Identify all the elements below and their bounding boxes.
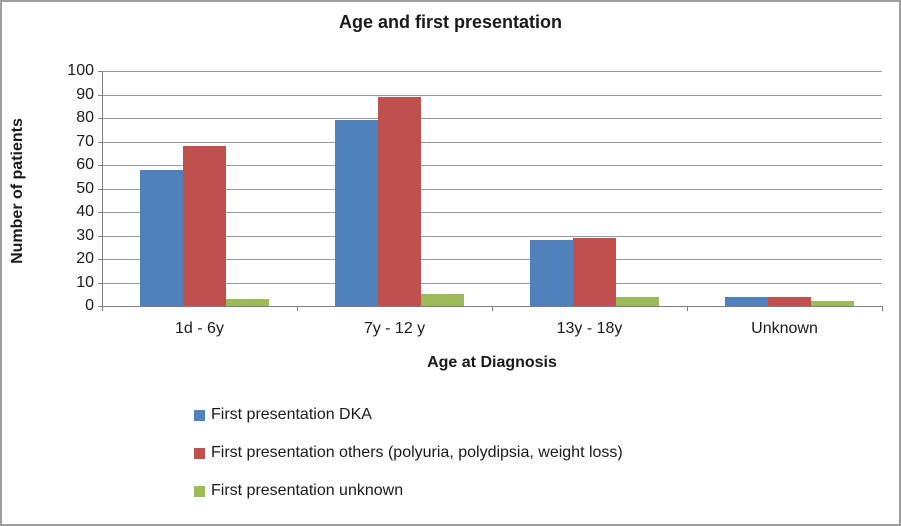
- gridline-90: [102, 94, 882, 96]
- y-tick-mark-30: [98, 235, 102, 237]
- legend-item-first-presentation-dka: First presentation DKA: [194, 406, 623, 424]
- bar-first-presentation-others-polyuria-polydipsia-weight-loss-1d-6y: [183, 146, 226, 306]
- y-tick-label-0: 0: [85, 297, 94, 314]
- bar-first-presentation-dka-unknown: [725, 296, 768, 306]
- legend-label: First presentation DKA: [211, 406, 372, 423]
- y-tick-label-20: 20: [76, 250, 94, 267]
- y-tick-label-100: 100: [67, 62, 94, 79]
- y-tick-mark-60: [98, 165, 102, 166]
- y-axis-line: [102, 71, 103, 306]
- x-category-label-1d-6y: 1d - 6y: [175, 320, 224, 337]
- gridline-70: [102, 141, 882, 143]
- gridline-40: [102, 212, 882, 213]
- gridline-10: [102, 282, 882, 284]
- x-tick-mark-1: [297, 306, 298, 311]
- legend-item-first-presentation-unknown: First presentation unknown: [194, 482, 623, 500]
- x-tick-mark-3: [687, 306, 688, 311]
- x-tick-mark-4: [882, 306, 883, 311]
- y-tick-mark-10: [98, 282, 102, 284]
- bar-first-presentation-unknown-7y-12-y: [421, 294, 464, 307]
- y-tick-mark-100: [98, 71, 102, 72]
- gridline-100: [102, 71, 882, 72]
- y-axis-title: Number of patients: [9, 118, 26, 264]
- legend-swatch-first-presentation-dka: [194, 409, 205, 421]
- chart-title: Age and first presentation: [338, 12, 563, 32]
- y-tick-label-40: 40: [76, 203, 94, 220]
- gridline-60: [102, 165, 882, 166]
- y-tick-mark-20: [98, 259, 102, 260]
- gridline-80: [102, 118, 882, 119]
- bar-first-presentation-dka-7y-12-y: [335, 120, 378, 306]
- gridline-30: [102, 235, 882, 237]
- x-category-label-unknown: Unknown: [751, 320, 818, 337]
- bar-first-presentation-unknown-13y-18y: [616, 296, 659, 306]
- x-tick-mark-2: [492, 306, 493, 311]
- bar-first-presentation-dka-1d-6y: [140, 169, 183, 306]
- y-tick-label-30: 30: [76, 226, 94, 244]
- y-tick-label-80: 80: [76, 109, 94, 126]
- y-tick-mark-70: [98, 141, 102, 143]
- y-tick-mark-80: [98, 118, 102, 119]
- x-tick-mark-0: [102, 306, 103, 311]
- y-tick-label-50: 50: [76, 179, 94, 197]
- bar-first-presentation-unknown-unknown: [811, 301, 854, 306]
- legend: First presentation DKA First presentation…: [194, 406, 623, 520]
- y-tick-label-10: 10: [76, 273, 94, 291]
- x-category-label-7y-12-y: 7y - 12 y: [363, 320, 426, 337]
- legend-item-first-presentation-others-polyuria-polydipsia-weight-loss: First presentation others (polyuria, pol…: [194, 444, 623, 462]
- x-axis-title: Age at Diagnosis: [427, 354, 557, 371]
- legend-swatch-first-presentation-unknown: [194, 485, 205, 497]
- y-tick-mark-50: [98, 188, 102, 190]
- bar-first-presentation-unknown-1d-6y: [226, 298, 269, 306]
- bar-first-presentation-dka-13y-18y: [530, 240, 573, 306]
- legend-swatch-first-presentation-others-polyuria-polydipsia-weight-loss: [194, 447, 205, 459]
- x-category-label-13y-18y: 13y - 18y: [556, 320, 623, 337]
- y-tick-label-90: 90: [76, 85, 94, 103]
- y-tick-label-60: 60: [76, 156, 94, 173]
- legend-label: First presentation unknown: [211, 482, 404, 499]
- y-tick-label-70: 70: [76, 132, 94, 150]
- y-tick-mark-0: [98, 306, 102, 307]
- gridline-20: [102, 259, 882, 260]
- y-tick-mark-90: [98, 94, 102, 96]
- bar-first-presentation-others-polyuria-polydipsia-weight-loss-13y-18y: [573, 237, 616, 306]
- legend-label: First presentation others (polyuria, pol…: [211, 444, 623, 461]
- gridline-50: [102, 188, 882, 190]
- y-tick-mark-40: [98, 212, 102, 213]
- bar-first-presentation-others-polyuria-polydipsia-weight-loss-unknown: [768, 296, 811, 306]
- bar-first-presentation-others-polyuria-polydipsia-weight-loss-7y-12-y: [378, 96, 421, 306]
